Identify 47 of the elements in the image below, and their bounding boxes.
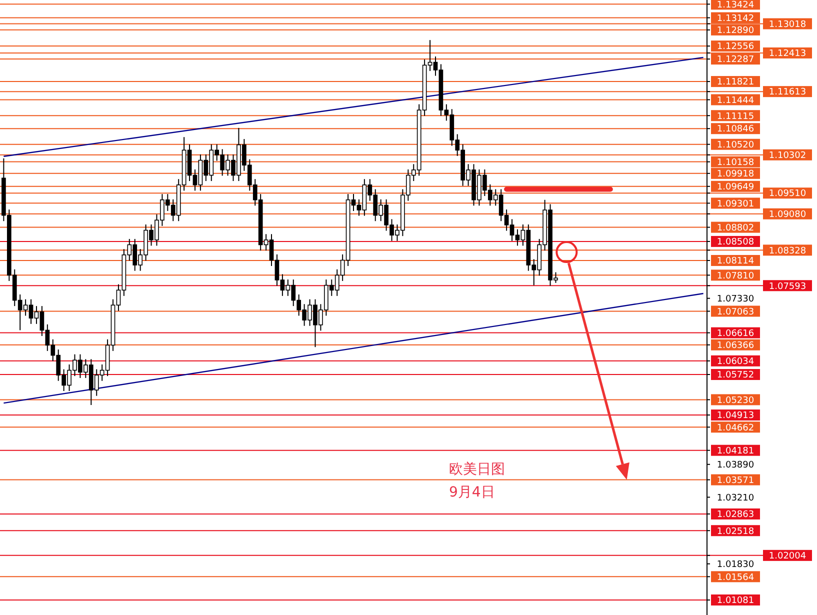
- ref-line-label: 1.13142: [716, 14, 754, 24]
- ref-line-label: 1.08508: [716, 238, 754, 248]
- ref-line-label: 1.02863: [716, 510, 754, 520]
- ref-line-label: 1.09918: [716, 170, 754, 180]
- ref-line-label: 1.10846: [716, 124, 754, 135]
- ref-line-label: 1.06034: [716, 357, 754, 368]
- ref-line-label: 1.05230: [716, 396, 754, 406]
- ref-line-label: 1.04181: [716, 446, 754, 456]
- ref-line-label: 1.06616: [716, 328, 754, 339]
- ref-line-label: 1.02518: [716, 526, 754, 537]
- ref-line-label: 1.10302: [768, 151, 806, 162]
- y-tick-label: 1.01830: [716, 560, 754, 570]
- ref-line-label: 1.07593: [768, 282, 806, 292]
- ref-line-label: 1.04662: [716, 423, 754, 434]
- ref-line-label: 1.01564: [716, 572, 754, 583]
- ref-line-label: 1.12556: [716, 42, 754, 52]
- ref-line-label: 1.12287: [716, 55, 754, 66]
- ref-line-label: 1.06366: [716, 341, 754, 352]
- ref-line-label: 1.11821: [716, 78, 754, 88]
- ref-line-label: 1.08328: [768, 246, 806, 256]
- ref-line-label: 1.11115: [716, 112, 754, 122]
- ref-line-label: 1.04913: [716, 411, 754, 422]
- y-tick-label: 1.07330: [716, 294, 754, 304]
- ref-line-label: 1.03571: [716, 476, 754, 486]
- ref-line-label: 1.10520: [716, 140, 754, 150]
- ref-line-label: 1.08114: [716, 256, 754, 267]
- ref-line-label: 1.09510: [768, 189, 806, 200]
- ref-line-label: 1.10158: [716, 158, 754, 168]
- ref-line-label: 1.11444: [716, 96, 754, 106]
- ref-line-label: 1.02004: [768, 552, 806, 562]
- y-tick-label: 1.03890: [716, 460, 754, 471]
- ref-line-label: 1.13018: [768, 20, 806, 30]
- ref-line-label: 1.09080: [768, 210, 806, 220]
- ref-line-label: 1.07810: [716, 271, 754, 282]
- ref-line-label: 1.01081: [716, 596, 754, 606]
- ref-line-label: 1.12413: [768, 49, 806, 60]
- ref-line-label: 1.13424: [716, 0, 754, 10]
- ref-line-label: 1.12890: [716, 26, 754, 36]
- ref-line-label: 1.09649: [716, 182, 754, 193]
- annotation: 欧美日图: [448, 462, 505, 478]
- ref-line-label: 1.11613: [768, 88, 806, 98]
- ref-line-label: 1.05752: [716, 370, 754, 381]
- annotation: 9月4日: [448, 484, 495, 501]
- ref-line-label: 1.07063: [716, 307, 754, 318]
- ref-line-label: 1.08802: [716, 223, 754, 234]
- y-tick-label: 1.03210: [716, 493, 754, 504]
- ref-line-label: 1.09301: [716, 199, 754, 210]
